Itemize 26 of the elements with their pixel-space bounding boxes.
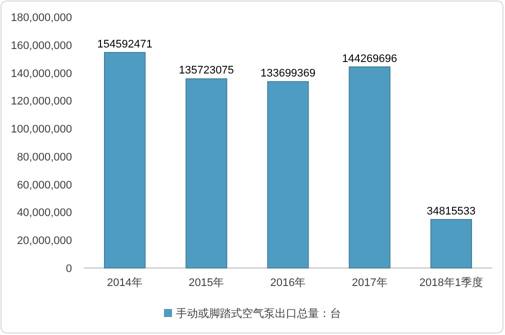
y-tick-label: 80,000,000: [16, 151, 72, 164]
bar: [104, 52, 146, 268]
bar: [267, 81, 309, 268]
x-tick-label: 2018年1季度: [419, 276, 483, 289]
bar: [348, 66, 390, 268]
data-label: 154592471: [97, 38, 152, 50]
x-tick-label: 2014年: [107, 277, 143, 289]
x-tick-label: 2015年: [188, 277, 224, 289]
data-label: 34815533: [426, 205, 476, 218]
y-tick-label: 0: [66, 263, 72, 275]
y-tick-label: 40,000,000: [16, 207, 72, 220]
y-tick-label: 20,000,000: [16, 235, 72, 248]
x-tick-label: 2017年: [352, 277, 388, 289]
y-tick-label: 180,000,000: [10, 12, 72, 24]
data-label: 135723075: [178, 64, 234, 77]
bar: [186, 78, 228, 268]
y-tick-label: 60,000,000: [16, 179, 72, 192]
legend: 手动或脚踏式空气泵出口总量：台: [164, 308, 341, 320]
y-tick-label: 100,000,000: [10, 124, 72, 136]
data-label: 144269696: [342, 52, 398, 65]
y-tick-label: 160,000,000: [10, 40, 72, 52]
data-label: 133699369: [260, 68, 316, 80]
y-tick-label: 140,000,000: [10, 68, 72, 80]
x-tick-label: 2016年: [270, 277, 306, 289]
bar: [430, 219, 472, 268]
y-tick-label: 120,000,000: [10, 96, 72, 108]
